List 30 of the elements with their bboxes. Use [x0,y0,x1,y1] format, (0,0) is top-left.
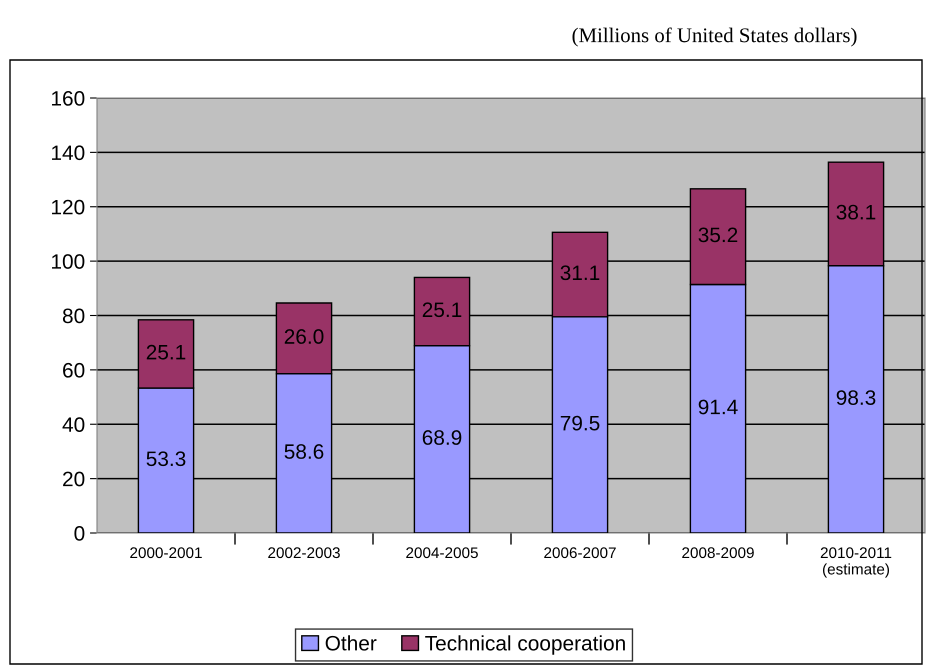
legend-label: Other [326,635,376,651]
y-tick-label: 120 [52,200,84,215]
data-label: 25.1 [422,302,462,318]
x-tick-label: 2006-2007 [544,547,616,558]
x-tick-label: 2010-2011 (estimate) [820,547,892,578]
y-tick-label: 140 [52,145,84,160]
data-label: 35.2 [698,227,738,242]
data-label: 31.1 [560,265,600,280]
legend-label: Technical cooperation [425,635,625,655]
chart-title: (Millions of United States dollars) [572,27,857,47]
data-label: 91.4 [698,400,738,414]
data-label: 79.5 [560,416,600,431]
data-label: 98.3 [836,390,876,405]
y-tick-label: 60 [63,362,84,378]
data-label: 68.9 [422,430,462,445]
y-tick-label: 0 [74,526,84,541]
data-label: 25.1 [146,344,186,360]
x-tick-label: 2004-2005 [406,547,478,558]
data-label: 38.1 [836,204,876,220]
y-tick-label: 20 [63,472,84,486]
x-tick-label: 2002-2003 [268,547,340,558]
y-tick-label: 160 [52,91,84,106]
y-tick-label: 80 [62,308,84,324]
data-label: 53.3 [146,451,186,466]
data-label: 26.0 [284,329,324,344]
x-tick-label: 2008-2009 [682,547,754,558]
y-tick-label: 100 [52,254,84,269]
data-label: 58.6 [284,444,324,459]
x-tick-label: 2000-2001 [130,547,202,558]
y-tick-label: 40 [62,417,84,432]
